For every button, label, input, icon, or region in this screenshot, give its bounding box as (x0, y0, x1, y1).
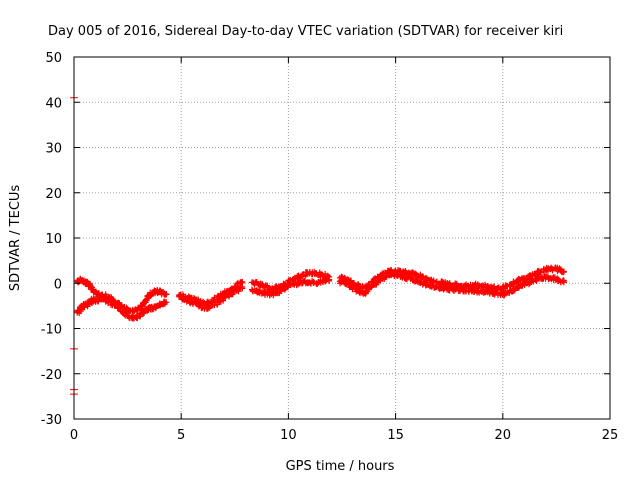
tick-labels: 0 5 10 15 20 25 -30 -20 -10 0 10 20 30 40 50 (41, 51, 619, 443)
data-point (239, 283, 246, 290)
x-tick-label: 25 (602, 428, 619, 443)
y-tick-label: 10 (45, 232, 62, 247)
data-point (163, 299, 170, 306)
y-tick-label: 20 (45, 187, 62, 202)
y-tick-label: -10 (41, 323, 62, 338)
data-point (264, 283, 271, 290)
x-tick-label: 15 (387, 428, 404, 443)
y-tick-label: 50 (45, 51, 62, 66)
data-point (122, 309, 129, 316)
x-tick-label: 20 (495, 428, 512, 443)
data-layer (70, 95, 567, 397)
data-point (176, 292, 183, 299)
x-tick-label: 5 (177, 428, 185, 443)
chart-title: Day 005 of 2016, Sidereal Day-to-day VTE… (48, 24, 563, 39)
y-axis-label: SDTVAR / TECUs (8, 185, 23, 292)
data-point (560, 279, 567, 286)
x-axis-label: GPS time / hours (286, 459, 395, 474)
data-point (295, 281, 302, 288)
data-point (326, 276, 333, 283)
y-tick-label: 40 (45, 96, 62, 111)
y-tick-label: -20 (41, 368, 62, 383)
data-point (163, 291, 170, 298)
x-tick-label: 0 (70, 428, 78, 443)
y-tick-label: 0 (54, 277, 62, 292)
y-tick-label: -30 (41, 413, 62, 428)
ticks (73, 56, 611, 420)
x-tick-label: 10 (280, 428, 297, 443)
data-point (560, 268, 567, 275)
y-tick-label: 30 (45, 142, 62, 157)
data-point (274, 290, 281, 297)
